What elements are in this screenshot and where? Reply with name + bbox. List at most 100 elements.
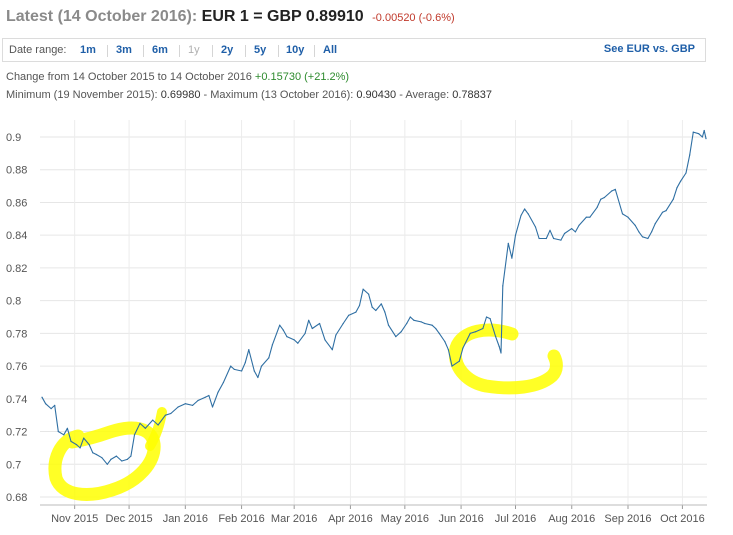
data-point — [444, 340, 446, 343]
x-tick-label: Sep 2016 — [604, 513, 651, 525]
range-separator — [179, 45, 180, 57]
grid-layer — [40, 120, 707, 505]
data-point — [192, 404, 194, 406]
data-point — [115, 455, 117, 457]
data-point — [380, 303, 382, 305]
data-point — [611, 190, 613, 192]
data-point — [83, 437, 85, 439]
data-point — [271, 344, 273, 346]
data-point — [654, 223, 656, 225]
change-value: +0.15730 (+21.2%) — [254, 71, 350, 83]
data-point — [475, 331, 477, 333]
headline-date: Latest (14 October 2016): — [6, 8, 198, 25]
range-separator — [314, 45, 315, 57]
data-point — [524, 208, 526, 210]
data-point — [511, 257, 513, 259]
y-tick-label: 0.7 — [6, 459, 21, 471]
x-tick-label: May 2016 — [381, 513, 429, 525]
data-point — [563, 232, 566, 235]
data-point — [651, 231, 653, 233]
data-point — [66, 427, 68, 429]
range-button-2y[interactable]: 2y — [221, 44, 234, 56]
data-point — [130, 455, 132, 457]
data-point — [387, 324, 390, 326]
maximum-label: Maximum (13 October 2016): — [210, 89, 354, 101]
data-point — [139, 422, 141, 424]
data-point — [79, 447, 81, 449]
data-point — [268, 357, 270, 359]
data-point — [578, 224, 580, 226]
y-tick-label: 0.88 — [6, 165, 27, 177]
data-point — [54, 404, 56, 406]
data-point — [485, 316, 488, 318]
average-label: Average: — [405, 89, 450, 101]
data-point — [424, 322, 426, 325]
data-point — [230, 365, 232, 367]
min-max-summary: Minimum (19 November 2015): 0.69980 - Ma… — [6, 89, 492, 101]
range-button-all[interactable]: All — [323, 44, 338, 56]
data-point — [676, 187, 678, 189]
data-point — [527, 213, 529, 215]
date-range-label: Date range: — [9, 44, 67, 56]
data-point — [222, 381, 224, 384]
data-point — [689, 154, 691, 156]
x-tick-label: Feb 2016 — [218, 513, 264, 525]
y-tick-label: 0.68 — [6, 492, 27, 504]
data-point — [698, 133, 700, 135]
data-point — [447, 349, 449, 351]
data-point — [164, 414, 166, 416]
data-point — [627, 216, 629, 218]
highlight-scribble-left — [48, 421, 161, 501]
x-tick-label: Aug 2016 — [548, 513, 595, 525]
data-point — [41, 396, 43, 398]
data-point — [45, 403, 47, 405]
data-point — [355, 311, 357, 313]
range-button-3m[interactable]: 3m — [116, 44, 132, 56]
data-point — [106, 463, 108, 465]
range-separator — [245, 45, 246, 57]
data-point — [144, 427, 146, 429]
y-tick-label: 0.86 — [6, 197, 27, 209]
data-point — [489, 318, 491, 320]
range-button-5y[interactable]: 5y — [254, 44, 267, 56]
data-point — [297, 342, 299, 344]
data-point — [574, 231, 577, 233]
data-point — [534, 226, 537, 228]
data-point — [634, 224, 636, 226]
x-tick-label: Nov 2015 — [51, 513, 98, 525]
data-point — [75, 444, 78, 446]
data-point — [241, 370, 243, 372]
data-point — [286, 336, 288, 338]
data-point — [680, 180, 682, 182]
data-point — [293, 339, 295, 341]
data-point — [507, 242, 509, 244]
data-point — [469, 332, 471, 334]
data-point — [685, 172, 687, 174]
data-point — [585, 216, 587, 218]
data-point — [362, 288, 364, 290]
data-point — [384, 311, 386, 313]
range-button-10y[interactable]: 10y — [286, 44, 305, 56]
y-tick-label: 0.76 — [6, 361, 27, 373]
range-button-6m[interactable]: 6m — [152, 44, 168, 56]
data-point — [502, 285, 504, 287]
see-eur-vs-gbp-link[interactable]: See EUR vs. GBP — [603, 43, 695, 55]
data-point — [92, 452, 94, 454]
highlight-scribble-left-tail — [145, 407, 167, 451]
data-point — [462, 347, 464, 349]
x-tick-label: Jun 2016 — [438, 513, 483, 525]
data-point — [431, 324, 433, 326]
y-tick-label: 0.9 — [6, 132, 21, 144]
range-button-1m[interactable]: 1m — [80, 44, 96, 56]
data-point — [126, 458, 128, 460]
data-point — [395, 336, 397, 338]
change-summary: Change from 14 October 2015 to 14 Octobe… — [6, 71, 349, 83]
data-point — [204, 396, 206, 398]
data-point — [538, 237, 540, 240]
data-point — [621, 213, 624, 215]
data-point — [358, 304, 361, 307]
data-point — [260, 365, 263, 367]
data-point — [672, 198, 674, 200]
data-point — [308, 319, 310, 321]
